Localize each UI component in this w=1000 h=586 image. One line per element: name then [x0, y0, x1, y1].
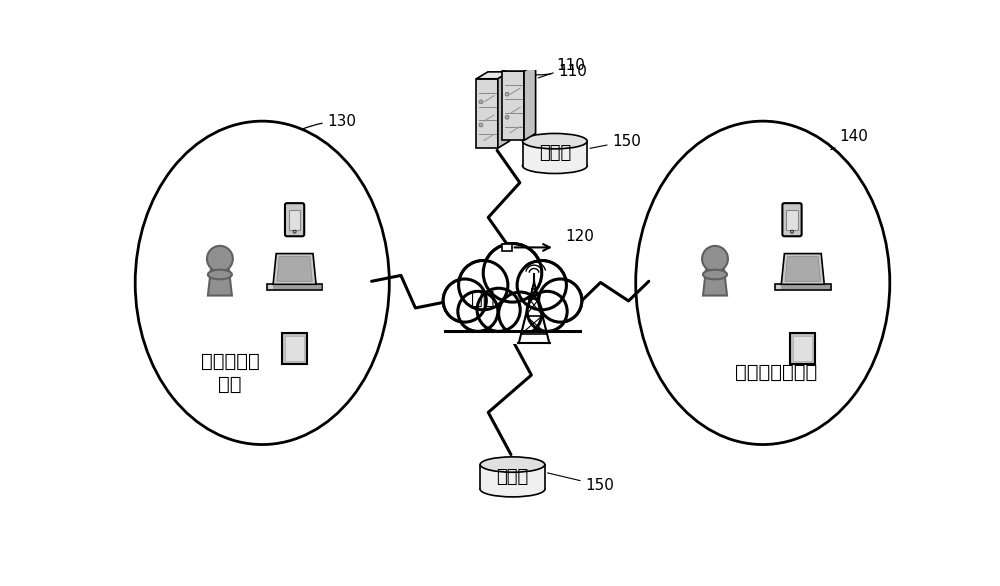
Circle shape — [458, 291, 498, 331]
Circle shape — [529, 293, 566, 330]
Circle shape — [539, 279, 582, 322]
FancyBboxPatch shape — [442, 331, 583, 345]
Text: 110: 110 — [528, 58, 585, 75]
Circle shape — [540, 281, 580, 321]
Circle shape — [459, 261, 508, 310]
Circle shape — [477, 288, 520, 331]
Circle shape — [293, 230, 296, 233]
Polygon shape — [208, 270, 232, 295]
Text: 网络: 网络 — [471, 289, 495, 308]
Circle shape — [461, 263, 506, 308]
Polygon shape — [781, 254, 824, 284]
Circle shape — [443, 279, 486, 322]
FancyBboxPatch shape — [285, 203, 304, 236]
Text: 130: 130 — [302, 114, 357, 130]
Ellipse shape — [636, 121, 890, 445]
Text: 数据库: 数据库 — [539, 145, 571, 162]
Polygon shape — [273, 254, 316, 284]
FancyBboxPatch shape — [793, 336, 812, 361]
Ellipse shape — [135, 121, 389, 445]
Text: 150: 150 — [590, 134, 641, 149]
Text: 140: 140 — [831, 129, 869, 149]
Text: 数据库: 数据库 — [496, 468, 529, 486]
FancyBboxPatch shape — [476, 79, 498, 148]
Circle shape — [486, 246, 539, 300]
Polygon shape — [523, 141, 587, 166]
Circle shape — [207, 246, 233, 272]
Text: 120: 120 — [565, 229, 594, 244]
FancyBboxPatch shape — [502, 244, 512, 251]
Polygon shape — [785, 257, 820, 281]
Circle shape — [479, 100, 483, 104]
Circle shape — [500, 294, 540, 333]
Ellipse shape — [480, 457, 545, 472]
Text: 终端: 终端 — [218, 375, 242, 394]
Circle shape — [445, 281, 485, 321]
Circle shape — [479, 123, 483, 127]
Circle shape — [505, 115, 509, 119]
Ellipse shape — [480, 482, 545, 497]
Circle shape — [479, 290, 518, 330]
Circle shape — [702, 246, 728, 272]
Ellipse shape — [523, 134, 587, 149]
FancyBboxPatch shape — [775, 284, 831, 289]
Circle shape — [505, 92, 509, 96]
Polygon shape — [480, 465, 545, 489]
FancyBboxPatch shape — [786, 210, 798, 230]
FancyBboxPatch shape — [502, 71, 524, 141]
Ellipse shape — [208, 270, 232, 280]
Circle shape — [459, 293, 496, 330]
Polygon shape — [277, 257, 312, 281]
Circle shape — [790, 230, 794, 233]
Ellipse shape — [523, 158, 587, 173]
Text: 110: 110 — [538, 64, 588, 79]
Polygon shape — [476, 72, 509, 79]
Text: 服务请求方: 服务请求方 — [201, 352, 259, 371]
Text: 服务提供方终端: 服务提供方终端 — [735, 363, 818, 383]
Circle shape — [483, 244, 542, 302]
Circle shape — [519, 263, 564, 308]
FancyBboxPatch shape — [790, 332, 815, 364]
Ellipse shape — [703, 270, 727, 280]
FancyBboxPatch shape — [267, 284, 322, 289]
Polygon shape — [502, 64, 536, 71]
Polygon shape — [498, 72, 509, 148]
FancyBboxPatch shape — [285, 336, 304, 361]
Circle shape — [499, 292, 542, 335]
Polygon shape — [703, 270, 727, 295]
Circle shape — [517, 261, 566, 310]
FancyBboxPatch shape — [443, 308, 582, 335]
Text: 150: 150 — [548, 473, 615, 493]
Circle shape — [527, 291, 567, 331]
FancyBboxPatch shape — [289, 210, 300, 230]
FancyBboxPatch shape — [282, 332, 307, 364]
Polygon shape — [524, 64, 536, 141]
FancyBboxPatch shape — [782, 203, 802, 236]
